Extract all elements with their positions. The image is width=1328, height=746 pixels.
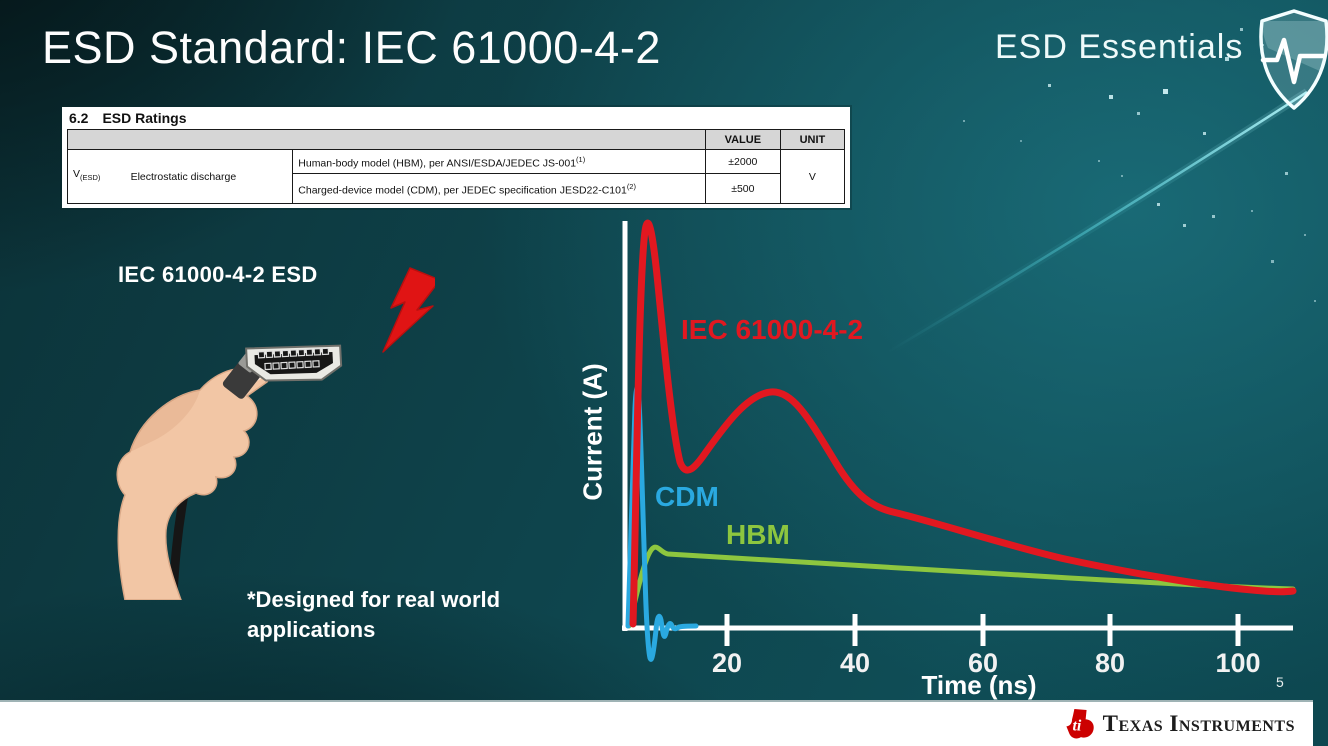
symbol: V	[73, 168, 81, 181]
cdm-description-cell: Charged-device model (CDM), per JEDEC sp…	[292, 173, 706, 204]
section-number: 6.2	[69, 110, 89, 126]
ti-wordmark: Texas Instruments	[1102, 711, 1295, 736]
ti-bug-icon: ti	[1066, 709, 1094, 739]
illustration-label: IEC 61000-4-2 ESD	[118, 262, 318, 287]
page-number: 5	[1276, 674, 1284, 690]
hand-shading	[130, 390, 200, 452]
y-axis-label: Current (A)	[577, 363, 608, 501]
unit-cell: V	[779, 149, 846, 204]
table-row: Charged-device model (CDM), per JEDEC sp…	[68, 173, 845, 204]
svg-text:ti: ti	[1072, 718, 1081, 735]
iec-series-label: IEC 61000-4-2	[681, 314, 864, 345]
section-title: ESD Ratings	[102, 110, 187, 126]
hbm-description-cell: Human-body model (HBM), per ANSI/ESDA/JE…	[292, 149, 706, 174]
hbm-description: Human-body model (HBM), per ANSI/ESDA/JE…	[298, 157, 577, 170]
header-value: VALUE	[704, 129, 781, 150]
symbol-cell: V(ESD)	[66, 149, 126, 204]
hbm-footnote: (1)	[576, 154, 586, 164]
table-section-heading: 6.2 ESD Ratings	[67, 109, 845, 129]
lightning-bolt-icon	[382, 267, 435, 353]
footnote-line-2: applications	[247, 617, 376, 642]
esd-waveform-chart	[622, 219, 1297, 662]
cdm-description: Charged-device model (CDM), per JEDEC sp…	[298, 184, 627, 197]
shield-pulse-icon	[1259, 9, 1328, 110]
x-tick-40: 40	[839, 648, 871, 678]
hand-holding-connector-illustration	[116, 267, 435, 600]
x-tick-60: 60	[967, 648, 999, 678]
footer-bar: ti Texas Instruments	[0, 700, 1313, 746]
footnote-line-1: *Designed for real world	[247, 587, 501, 612]
hdmi-connector-icon	[245, 344, 343, 382]
iec-curve	[629, 219, 1297, 628]
series-brand-title: ESD Essentials	[995, 28, 1244, 66]
x-axis-label: Time (ns)	[921, 670, 1037, 700]
page-title: ESD Standard: IEC 61000-4-2	[42, 22, 661, 73]
table-row: V(ESD) Electrostatic discharge Human-bod…	[66, 149, 846, 204]
hbm-curve	[626, 544, 1296, 629]
x-tick-80: 80	[1094, 648, 1126, 678]
hbm-value-cell: ±2000	[704, 149, 781, 174]
symbol-subscript: (ESD)	[80, 173, 101, 183]
x-tick-100: 100	[1215, 648, 1261, 678]
footnote-text: *Designed for real world applications	[247, 585, 500, 645]
parameter-cell: Electrostatic discharge	[125, 149, 294, 204]
texas-instruments-logo: ti Texas Instruments	[1065, 708, 1295, 740]
cdm-value-cell: ±500	[704, 173, 781, 204]
esd-ratings-table-card: 6.2 ESD Ratings VALUE UNIT V(ESD) Electro…	[62, 107, 850, 208]
header-empty-cell	[67, 129, 706, 150]
x-axis-ticks	[724, 614, 1241, 646]
hand	[116, 361, 271, 600]
hbm-series-label: HBM	[726, 519, 790, 550]
cdm-series-label: CDM	[655, 481, 719, 512]
esd-ratings-table: VALUE UNIT V(ESD) Electrostatic discharg…	[66, 129, 846, 204]
header-unit: UNIT	[779, 129, 846, 150]
x-tick-20: 20	[711, 648, 743, 678]
cdm-footnote: (2)	[626, 181, 636, 191]
